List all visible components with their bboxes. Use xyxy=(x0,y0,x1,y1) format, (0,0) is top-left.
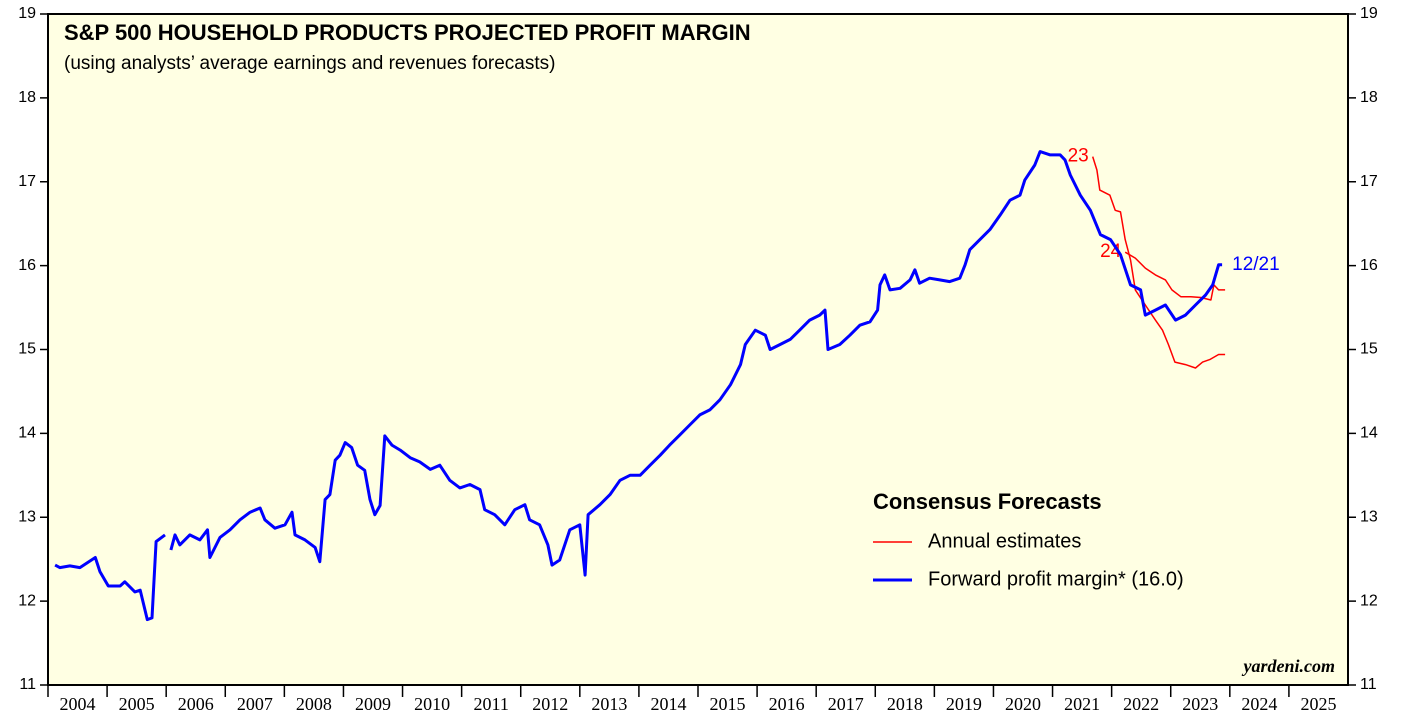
x-tick-label: 2005 xyxy=(119,694,155,714)
chart-title: S&P 500 HOUSEHOLD PRODUCTS PROJECTED PRO… xyxy=(64,20,751,45)
y2-tick-label: 18 xyxy=(1360,89,1378,106)
source: yardeni.com xyxy=(1242,656,1336,676)
y2-tick-label: 11 xyxy=(1360,676,1377,693)
y-tick-label: 13 xyxy=(18,508,36,525)
end-label: 12/21 xyxy=(1232,254,1280,275)
x-tick-label: 2025 xyxy=(1300,694,1336,714)
estimate-label: 23 xyxy=(1068,146,1089,167)
x-tick-label: 2014 xyxy=(650,694,686,714)
y2-tick-label: 19 xyxy=(1360,5,1378,22)
y-tick-label: 15 xyxy=(18,341,36,358)
x-tick-label: 2024 xyxy=(1241,694,1277,714)
x-tick-label: 2019 xyxy=(946,694,982,714)
y2-tick-label: 12 xyxy=(1360,592,1378,609)
x-tick-label: 2012 xyxy=(532,694,568,714)
y2-tick-label: 17 xyxy=(1360,173,1378,190)
plot-area xyxy=(47,13,1349,686)
forward-line xyxy=(54,150,1223,622)
legend-label: Forward profit margin* (16.0) xyxy=(928,568,1184,590)
x-tick-label: 2017 xyxy=(828,694,864,714)
x-tick-label: 2007 xyxy=(237,694,273,714)
y2-tick-label: 16 xyxy=(1360,257,1378,274)
legend-title: Consensus Forecasts xyxy=(873,489,1102,514)
y-tick-label: 17 xyxy=(18,173,36,190)
x-tick-label: 2009 xyxy=(355,694,391,714)
x-tick-label: 2016 xyxy=(769,694,805,714)
chart-subtitle: (using analysts’ average earnings and re… xyxy=(64,53,555,74)
x-tick-label: 2022 xyxy=(1123,694,1159,714)
y2-tick-label: 14 xyxy=(1360,425,1378,442)
x-tick-label: 2004 xyxy=(60,694,96,714)
legend-label: Annual estimates xyxy=(928,530,1081,552)
x-tick-label: 2023 xyxy=(1182,694,1218,714)
x-tick-label: 2021 xyxy=(1064,694,1100,714)
x-tick-label: 2008 xyxy=(296,694,332,714)
y-tick-label: 12 xyxy=(18,592,36,609)
y-tick-label: 18 xyxy=(18,89,36,106)
x-tick-label: 2015 xyxy=(710,694,746,714)
x-tick-label: 2011 xyxy=(474,694,509,714)
y-tick-label: 11 xyxy=(19,676,36,693)
y-tick-label: 19 xyxy=(18,5,36,22)
y2-tick-label: 15 xyxy=(1360,341,1378,358)
y2-tick-label: 13 xyxy=(1360,508,1378,525)
x-tick-label: 2020 xyxy=(1005,694,1041,714)
y-tick-label: 14 xyxy=(18,425,36,442)
x-tick-label: 2006 xyxy=(178,694,214,714)
y-tick-label: 16 xyxy=(18,257,36,274)
x-tick-label: 2018 xyxy=(887,694,923,714)
x-tick-label: 2010 xyxy=(414,694,450,714)
x-tick-label: 2013 xyxy=(591,694,627,714)
